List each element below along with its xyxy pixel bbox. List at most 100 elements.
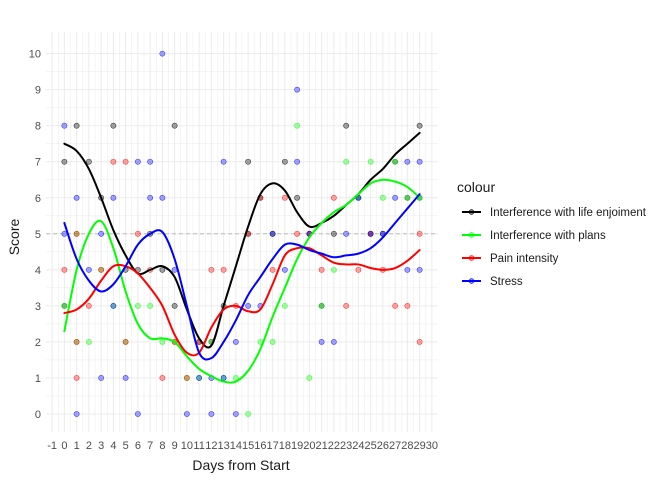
data-point-series-2 <box>73 339 80 345</box>
data-point-series-3 <box>404 158 411 165</box>
data-point-series-1 <box>269 339 276 345</box>
data-point-series-3 <box>294 158 301 165</box>
legend-title: colour <box>457 179 495 195</box>
data-point-series-3 <box>134 411 141 417</box>
data-point-series-3 <box>98 230 105 237</box>
data-point-series-3 <box>318 339 325 345</box>
x-tick-label: 1 <box>74 440 80 452</box>
legend-label: Interference with plans <box>490 230 606 242</box>
data-point-series-3 <box>147 194 154 201</box>
x-tick-label: 16 <box>254 440 266 452</box>
legend-label: Pain intensity <box>490 253 559 265</box>
data-point-series-3 <box>208 411 215 417</box>
data-point-series-0 <box>171 122 178 129</box>
x-axis-title: Days from Start <box>192 457 289 473</box>
x-tick-label: 22 <box>328 440 340 452</box>
data-point-series-3 <box>232 411 239 417</box>
data-point-series-1 <box>404 194 411 201</box>
data-point-series-1 <box>134 302 141 309</box>
data-point-series-3 <box>269 230 276 237</box>
data-point-series-3 <box>61 230 68 237</box>
data-point-series-2 <box>220 266 227 273</box>
x-tick-label: 27 <box>389 440 401 452</box>
data-point-series-1 <box>281 302 288 309</box>
smooth-line-series-1 <box>63 178 421 384</box>
x-tick-label: 26 <box>377 440 389 452</box>
data-point-series-2 <box>318 266 325 273</box>
legend-items: Interference with life enjoiment Interfer… <box>462 207 647 288</box>
data-point-series-1 <box>330 266 337 273</box>
smooth-line-series-3 <box>63 193 421 361</box>
x-tick-label: 20 <box>303 440 315 452</box>
x-tick-label: 14 <box>230 440 242 452</box>
x-tick-label: 28 <box>401 440 413 452</box>
data-point-series-3 <box>294 86 301 93</box>
data-point-series-1 <box>318 302 325 309</box>
data-point-series-0 <box>416 122 423 129</box>
data-point-series-1 <box>85 339 92 345</box>
data-point-series-1 <box>306 375 313 381</box>
data-point-series-3 <box>367 230 374 237</box>
data-point-series-2 <box>281 194 288 201</box>
x-tick-label: 24 <box>352 440 364 452</box>
data-point-series-0 <box>245 158 252 165</box>
y-tick-label: 1 <box>35 373 41 385</box>
x-tick-label: 7 <box>147 440 153 452</box>
data-point-series-3 <box>159 194 166 201</box>
data-point-series-1 <box>392 158 399 165</box>
data-point-series-2 <box>61 266 68 273</box>
data-point-series-2 <box>85 302 92 309</box>
data-point-series-3 <box>196 375 203 381</box>
data-point-series-1 <box>61 302 68 309</box>
x-tick-label: 0 <box>61 440 67 452</box>
x-tick-label: 9 <box>172 440 178 452</box>
data-point-series-0 <box>73 122 80 129</box>
y-tick-label: 8 <box>35 121 41 133</box>
data-point-series-3 <box>416 266 423 273</box>
data-point-series-3 <box>416 158 423 165</box>
data-point-series-2 <box>416 339 423 345</box>
data-point-series-3 <box>330 339 337 345</box>
data-point-series-3 <box>73 411 80 417</box>
data-point-series-3 <box>85 266 92 273</box>
y-tick-label: 3 <box>35 301 41 313</box>
data-point-series-0 <box>171 302 178 309</box>
data-point-series-3 <box>110 302 117 309</box>
y-tick-label: 2 <box>35 337 41 349</box>
legend-key-point <box>468 278 475 284</box>
data-point-series-3 <box>220 158 227 165</box>
data-point-series-3 <box>343 230 350 237</box>
x-tick-label: 29 <box>414 440 426 452</box>
data-point-series-3 <box>61 122 68 129</box>
data-point-series-3 <box>110 194 117 201</box>
x-tick-label: 15 <box>242 440 254 452</box>
data-point-series-0 <box>281 158 288 165</box>
data-point-series-0 <box>159 266 166 273</box>
data-point-series-1 <box>379 194 386 201</box>
data-point-series-3 <box>183 411 190 417</box>
y-tick-label: 0 <box>35 409 41 421</box>
legend-key-point <box>468 255 475 261</box>
data-point-series-0 <box>343 122 350 129</box>
x-tick-label: 17 <box>267 440 279 452</box>
data-point-series-0 <box>330 230 337 237</box>
data-point-series-2 <box>159 375 166 381</box>
data-point-series-2 <box>183 375 190 381</box>
data-point-series-2 <box>134 230 141 237</box>
x-tick-label: 19 <box>291 440 303 452</box>
x-tick-label: 23 <box>340 440 352 452</box>
legend: colour Interference with life enjoimentI… <box>457 179 647 288</box>
data-point-series-1 <box>367 158 374 165</box>
legend-label: Stress <box>490 276 523 288</box>
data-point-series-0 <box>110 122 117 129</box>
x-tick-label: 5 <box>123 440 129 452</box>
legend-key-point <box>468 232 475 238</box>
data-point-series-2 <box>404 302 411 309</box>
smooth-lines-layer <box>63 131 421 384</box>
x-tick-label: 11 <box>193 440 204 452</box>
legend-label: Interference with life enjoiment <box>490 207 647 219</box>
data-point-series-2 <box>98 266 105 273</box>
data-point-series-2 <box>73 375 80 381</box>
x-tick-label: 25 <box>365 440 377 452</box>
